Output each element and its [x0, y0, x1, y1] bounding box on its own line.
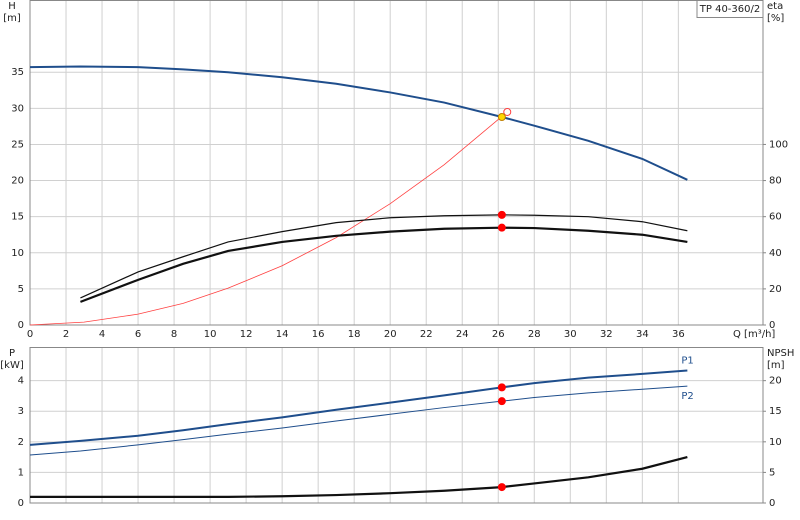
y-tick-label: 4 — [18, 376, 24, 387]
chart-title: TP 40-360/2 — [699, 4, 760, 15]
y2-tick-label: 5 — [769, 467, 775, 478]
plot-frame — [29, 347, 764, 504]
y2-tick-label: 10 — [769, 437, 782, 448]
y-tick-label: 3 — [18, 406, 24, 417]
y-tick-label: 0 — [18, 498, 24, 509]
y2-tick-label: 0 — [769, 498, 775, 509]
x-tick-label: 30 — [564, 329, 577, 340]
legend-label: P1 — [681, 356, 693, 367]
y-tick-label: 20 — [11, 176, 24, 187]
y-tick-label: 2 — [18, 437, 24, 448]
title-box — [696, 0, 764, 18]
plot-background — [30, 0, 763, 325]
x-tick-label: 2 — [63, 329, 69, 340]
legend-label: P2 — [681, 391, 693, 402]
operating-point — [497, 483, 506, 492]
x-tick-label: 14 — [276, 329, 289, 340]
x-tick-label: 28 — [528, 329, 541, 340]
y-axis-unit: [m] — [3, 13, 21, 24]
x-tick-label: 22 — [420, 329, 433, 340]
x-tick-label: 8 — [171, 329, 177, 340]
x-tick-label: 32 — [600, 329, 613, 340]
x-tick-label: 24 — [456, 329, 469, 340]
y2-tick-label: 20 — [769, 376, 782, 387]
y2-tick-label: 80 — [769, 176, 782, 187]
y2-tick-label: 100 — [769, 139, 788, 150]
x-tick-label: 0 — [27, 329, 33, 340]
operating-point — [503, 107, 512, 116]
y2-tick-label: 40 — [769, 248, 782, 259]
curve — [29, 111, 508, 326]
plot-frame — [29, 0, 764, 326]
y-axis-label: P — [9, 348, 15, 359]
operating-point — [497, 383, 506, 392]
operating-point — [497, 397, 506, 406]
x-tick-label: 20 — [384, 329, 397, 340]
y2-tick-label: 15 — [769, 406, 782, 417]
x-tick-label: 34 — [636, 329, 649, 340]
y2-axis-unit: [%] — [767, 13, 784, 24]
x-tick-label: 36 — [672, 329, 685, 340]
y2-axis-label: eta — [767, 1, 783, 12]
operating-point — [497, 223, 506, 232]
y2-axis-unit: [m] — [767, 360, 785, 371]
y-tick-label: 25 — [11, 139, 24, 150]
y-tick-label: 10 — [11, 248, 24, 259]
x-tick-label: 18 — [348, 329, 361, 340]
x-tick-label: 16 — [312, 329, 325, 340]
y2-axis-label: NPSH — [767, 348, 794, 359]
y-tick-label: 5 — [18, 284, 24, 295]
y-tick-label: 35 — [11, 67, 24, 78]
curve — [30, 456, 688, 498]
curve — [80, 214, 688, 299]
y2-tick-label: 60 — [769, 212, 782, 223]
operating-point — [497, 113, 506, 121]
x-tick-label: 26 — [492, 329, 505, 340]
curve — [29, 369, 688, 446]
operating-point — [497, 210, 506, 219]
x-tick-label: 12 — [240, 329, 253, 340]
y2-tick-label: 20 — [769, 284, 782, 295]
y-axis-unit: [kW] — [0, 360, 24, 371]
y-tick-label: 30 — [11, 103, 24, 114]
x-tick-label: 4 — [99, 329, 105, 340]
x-axis-label: Q [m³/h] — [733, 329, 775, 340]
y2-tick-label: 0 — [769, 320, 775, 331]
y-tick-label: 1 — [18, 467, 24, 478]
curve — [80, 226, 688, 303]
y-axis-label: H — [8, 1, 16, 12]
plot-background — [30, 347, 763, 503]
y-tick-label: 15 — [11, 212, 24, 223]
curve — [29, 65, 688, 181]
x-tick-label: 6 — [135, 329, 141, 340]
y-tick-label: 0 — [18, 320, 24, 331]
curve — [29, 385, 688, 456]
x-tick-label: 10 — [204, 329, 217, 340]
